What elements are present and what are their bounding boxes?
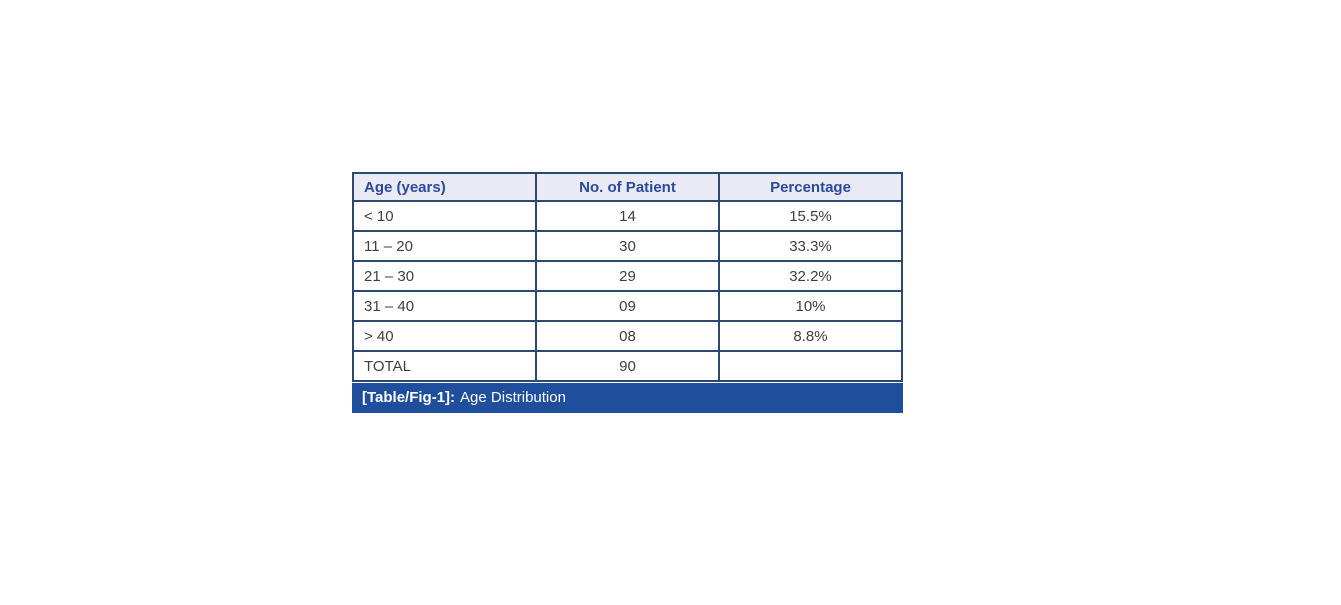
table-caption-label: [Table/Fig-1]: [362,389,456,406]
table-row: > 40 08 8.8% [352,320,903,352]
table-row: 11 – 20 30 33.3% [352,230,903,262]
table-caption-text: Age Distribution [460,389,566,406]
cell-age-range: > 40 [352,320,537,352]
table-row: 31 – 40 09 10% [352,290,903,322]
table-header-row: Age (years) No. of Patient Percentage [352,172,903,202]
cell-percentage: 8.8% [718,320,903,352]
cell-percentage: 10% [718,290,903,322]
cell-patients: 14 [535,200,720,232]
column-header-age: Age (years) [352,172,537,202]
table-caption-bar: [Table/Fig-1]: Age Distribution [352,383,903,413]
cell-total-label: TOTAL [352,350,537,382]
cell-age-range: 11 – 20 [352,230,537,262]
age-distribution-table: Age (years) No. of Patient Percentage < … [352,172,903,382]
cell-age-range: < 10 [352,200,537,232]
column-header-percentage: Percentage [718,172,903,202]
cell-total-patients: 90 [535,350,720,382]
cell-age-range: 21 – 30 [352,260,537,292]
cell-percentage: 32.2% [718,260,903,292]
cell-patients: 09 [535,290,720,322]
table-row: 21 – 30 29 32.2% [352,260,903,292]
cell-patients: 08 [535,320,720,352]
cell-patients: 30 [535,230,720,262]
cell-percentage: 15.5% [718,200,903,232]
table-row: < 10 14 15.5% [352,200,903,232]
cell-patients: 29 [535,260,720,292]
table-row-total: TOTAL 90 [352,350,903,382]
column-header-patients: No. of Patient [535,172,720,202]
age-distribution-figure: Age (years) No. of Patient Percentage < … [352,172,903,413]
cell-age-range: 31 – 40 [352,290,537,322]
cell-total-percentage [718,350,903,382]
cell-percentage: 33.3% [718,230,903,262]
